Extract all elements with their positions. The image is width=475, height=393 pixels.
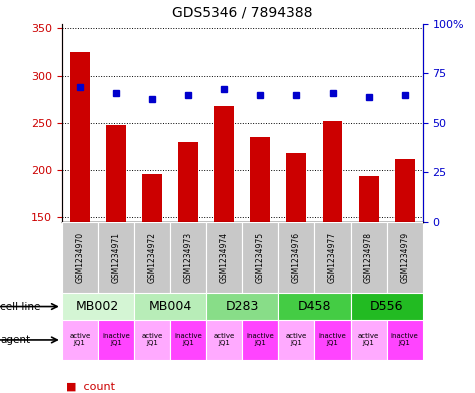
Bar [206, 222, 242, 293]
Text: inactive
JQ1: inactive JQ1 [174, 333, 202, 347]
Bar [214, 106, 234, 222]
Text: inactive
JQ1: inactive JQ1 [102, 333, 130, 347]
Title: GDS5346 / 7894388: GDS5346 / 7894388 [172, 6, 313, 20]
Bar [387, 320, 423, 360]
Text: active
JQ1: active JQ1 [69, 333, 90, 347]
Bar [323, 121, 342, 222]
Bar [395, 159, 415, 222]
Text: active
JQ1: active JQ1 [214, 333, 235, 347]
Bar [242, 222, 278, 293]
Bar [142, 174, 162, 222]
Bar [70, 52, 90, 222]
Text: MB004: MB004 [148, 300, 192, 313]
Bar [314, 222, 351, 293]
Bar [170, 222, 206, 293]
Bar [134, 222, 170, 293]
Text: D556: D556 [370, 300, 403, 313]
Bar [98, 222, 134, 293]
Bar [134, 320, 170, 360]
Bar [351, 293, 423, 320]
Text: inactive
JQ1: inactive JQ1 [247, 333, 274, 347]
Text: active
JQ1: active JQ1 [358, 333, 379, 347]
Text: GSM1234977: GSM1234977 [328, 232, 337, 283]
Text: GSM1234970: GSM1234970 [76, 232, 84, 283]
Text: GSM1234971: GSM1234971 [112, 232, 120, 283]
Bar [98, 320, 134, 360]
Text: GSM1234978: GSM1234978 [364, 232, 373, 283]
Text: ■  count: ■ count [66, 382, 115, 392]
Bar [278, 222, 314, 293]
Bar [359, 176, 379, 222]
Text: GSM1234979: GSM1234979 [400, 232, 409, 283]
Bar [170, 320, 206, 360]
Bar [387, 222, 423, 293]
Text: D283: D283 [226, 300, 259, 313]
Bar [206, 320, 242, 360]
Bar [278, 293, 351, 320]
Bar [351, 222, 387, 293]
Text: active
JQ1: active JQ1 [142, 333, 162, 347]
Bar [278, 320, 314, 360]
Text: MB002: MB002 [76, 300, 120, 313]
Text: inactive
JQ1: inactive JQ1 [319, 333, 346, 347]
Text: cell line: cell line [0, 301, 40, 312]
Text: GSM1234972: GSM1234972 [148, 232, 156, 283]
Bar [62, 293, 134, 320]
Bar [250, 137, 270, 222]
Bar [62, 320, 98, 360]
Bar [314, 320, 351, 360]
Bar [178, 142, 198, 222]
Text: inactive
JQ1: inactive JQ1 [391, 333, 418, 347]
Text: GSM1234974: GSM1234974 [220, 232, 228, 283]
Bar [62, 222, 98, 293]
Text: active
JQ1: active JQ1 [286, 333, 307, 347]
Bar [351, 320, 387, 360]
Text: D458: D458 [298, 300, 331, 313]
Bar [134, 293, 206, 320]
Bar [206, 293, 278, 320]
Text: agent: agent [0, 335, 30, 345]
Text: GSM1234975: GSM1234975 [256, 232, 265, 283]
Text: GSM1234973: GSM1234973 [184, 232, 192, 283]
Bar [242, 320, 278, 360]
Text: GSM1234976: GSM1234976 [292, 232, 301, 283]
Bar [106, 125, 126, 222]
Bar [286, 153, 306, 222]
